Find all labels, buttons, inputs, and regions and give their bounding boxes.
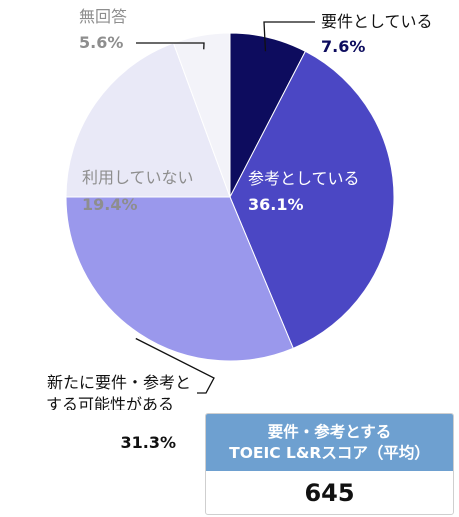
average-score-title: 要件・参考とする TOEIC L&Rスコア（平均）	[206, 414, 453, 471]
slice-label-yoken: 要件としている	[321, 12, 433, 31]
slice-value-riyo: 19.4%	[82, 195, 138, 214]
slice-value-sanko: 36.1%	[248, 195, 304, 214]
average-score-value: 645	[304, 478, 355, 507]
pie-slice-sanko	[229, 50, 395, 349]
leader-line-yoken	[263, 21, 315, 52]
leader-lines	[135, 21, 315, 394]
pie-chart: 要件としている 7.6% 参考としている 36.1% 新たに要件・参考と する可…	[46, 7, 433, 410]
slice-value-yoken: 7.6%	[321, 37, 365, 56]
slice-label-sanko: 参考としている	[248, 169, 360, 188]
average-score-title-line2: TOEIC L&Rスコア（平均）	[229, 443, 430, 462]
pie-slice-aratani	[65, 196, 294, 362]
pie-slices	[65, 32, 395, 362]
pie-slice-riyo	[65, 42, 231, 198]
leader-line-aratani	[135, 337, 215, 394]
leader-line-mukaito	[136, 42, 205, 50]
average-score-title-line1: 要件・参考とする	[267, 422, 392, 441]
slice-label-riyo: 利用していない	[82, 168, 194, 187]
slice-label-aratani-line2: する可能性がある	[46, 395, 174, 410]
average-score-box: 要件・参考とする TOEIC L&Rスコア（平均） 645	[205, 413, 454, 515]
slice-value-mukaito: 5.6%	[79, 33, 123, 52]
slice-label-aratani-line1: 新たに要件・参考と	[47, 373, 191, 392]
slice-label-mukaito: 無回答	[79, 7, 127, 26]
slice-value-aratani: 31.3%	[120, 433, 176, 452]
